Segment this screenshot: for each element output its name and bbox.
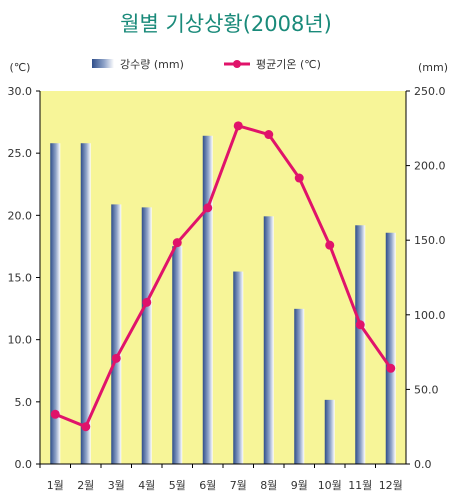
left-tick-label: 0.0 xyxy=(15,458,33,471)
left-axis-unit: (℃) xyxy=(10,61,31,74)
legend-bar-label: 강수량 (mm) xyxy=(120,58,184,71)
left-tick-label: 5.0 xyxy=(15,396,33,409)
temperature-point xyxy=(81,422,91,432)
temperature-point xyxy=(142,297,152,307)
x-tick-label: 11월 xyxy=(348,479,372,492)
rainfall-bar xyxy=(202,135,213,464)
plot-area xyxy=(40,91,406,464)
temperature-point xyxy=(294,173,304,183)
rainfall-bar xyxy=(172,246,183,464)
left-axis-ticks: 0.0 5.0 10.0 15.0 20.0 25.0 30.0 xyxy=(8,85,40,471)
x-tick-label: 6월 xyxy=(199,479,216,492)
right-axis-unit: (mm) xyxy=(418,61,448,74)
x-tick-label: 3월 xyxy=(108,479,125,492)
rainfall-bar xyxy=(80,143,91,464)
rainfall-bar xyxy=(141,207,152,464)
x-axis-ticks: 1월 2월 3월 4월 5월 6월 7월 8월 9월 10월 11월 12월 xyxy=(39,464,403,492)
chart-title: 월별 기상상황(2008년) xyxy=(120,12,332,36)
x-tick-label: 1월 xyxy=(47,479,64,492)
temperature-markers xyxy=(50,121,396,432)
x-tick-label: 12월 xyxy=(379,479,403,492)
legend-line-marker xyxy=(233,60,241,68)
rainfall-bar xyxy=(263,216,274,464)
right-tick-label: 0.0 xyxy=(414,458,432,471)
x-tick-label: 5월 xyxy=(169,479,186,492)
legend: 강수량 (mm) 평균기온 (℃) xyxy=(92,58,321,71)
temperature-line xyxy=(54,124,392,429)
right-tick-label: 200.0 xyxy=(414,160,446,173)
temperature-point xyxy=(355,320,365,330)
legend-line-label: 평균기온 (℃) xyxy=(256,58,321,71)
left-tick-label: 25.0 xyxy=(8,147,33,160)
rainfall-bar xyxy=(385,232,396,464)
temperature-point xyxy=(172,238,182,248)
right-tick-label: 250.0 xyxy=(414,85,446,98)
x-tick-label: 2월 xyxy=(77,479,94,492)
rainfall-bar xyxy=(294,308,305,464)
left-tick-label: 20.0 xyxy=(8,209,33,222)
left-tick-label: 10.0 xyxy=(8,334,33,347)
temperature-point xyxy=(203,203,213,213)
rainfall-bar xyxy=(50,143,61,464)
rainfall-bar xyxy=(111,204,122,464)
x-tick-label: 10월 xyxy=(318,479,342,492)
legend-bar-swatch xyxy=(92,59,114,68)
rainfall-bar xyxy=(324,399,335,464)
temperature-point xyxy=(50,409,60,419)
right-axis-ticks: 0.0 50.0 100.0 150.0 200.0 250.0 xyxy=(406,85,446,471)
temperature-point xyxy=(111,353,121,363)
temperature-point xyxy=(264,130,274,140)
bars-group xyxy=(50,135,396,464)
right-tick-label: 150.0 xyxy=(414,234,446,247)
x-tick-label: 4월 xyxy=(138,479,155,492)
left-tick-label: 15.0 xyxy=(8,272,33,285)
left-tick-label: 30.0 xyxy=(8,85,33,98)
x-tick-label: 9월 xyxy=(291,479,308,492)
rainfall-bar xyxy=(355,225,366,464)
right-tick-label: 50.0 xyxy=(414,383,439,396)
x-tick-label: 7월 xyxy=(230,479,247,492)
right-tick-label: 100.0 xyxy=(414,309,446,322)
temperature-point xyxy=(233,121,243,131)
rainfall-bar xyxy=(233,271,244,464)
temperature-point xyxy=(386,363,396,373)
temperature-point xyxy=(325,240,335,250)
x-tick-label: 8월 xyxy=(260,479,277,492)
